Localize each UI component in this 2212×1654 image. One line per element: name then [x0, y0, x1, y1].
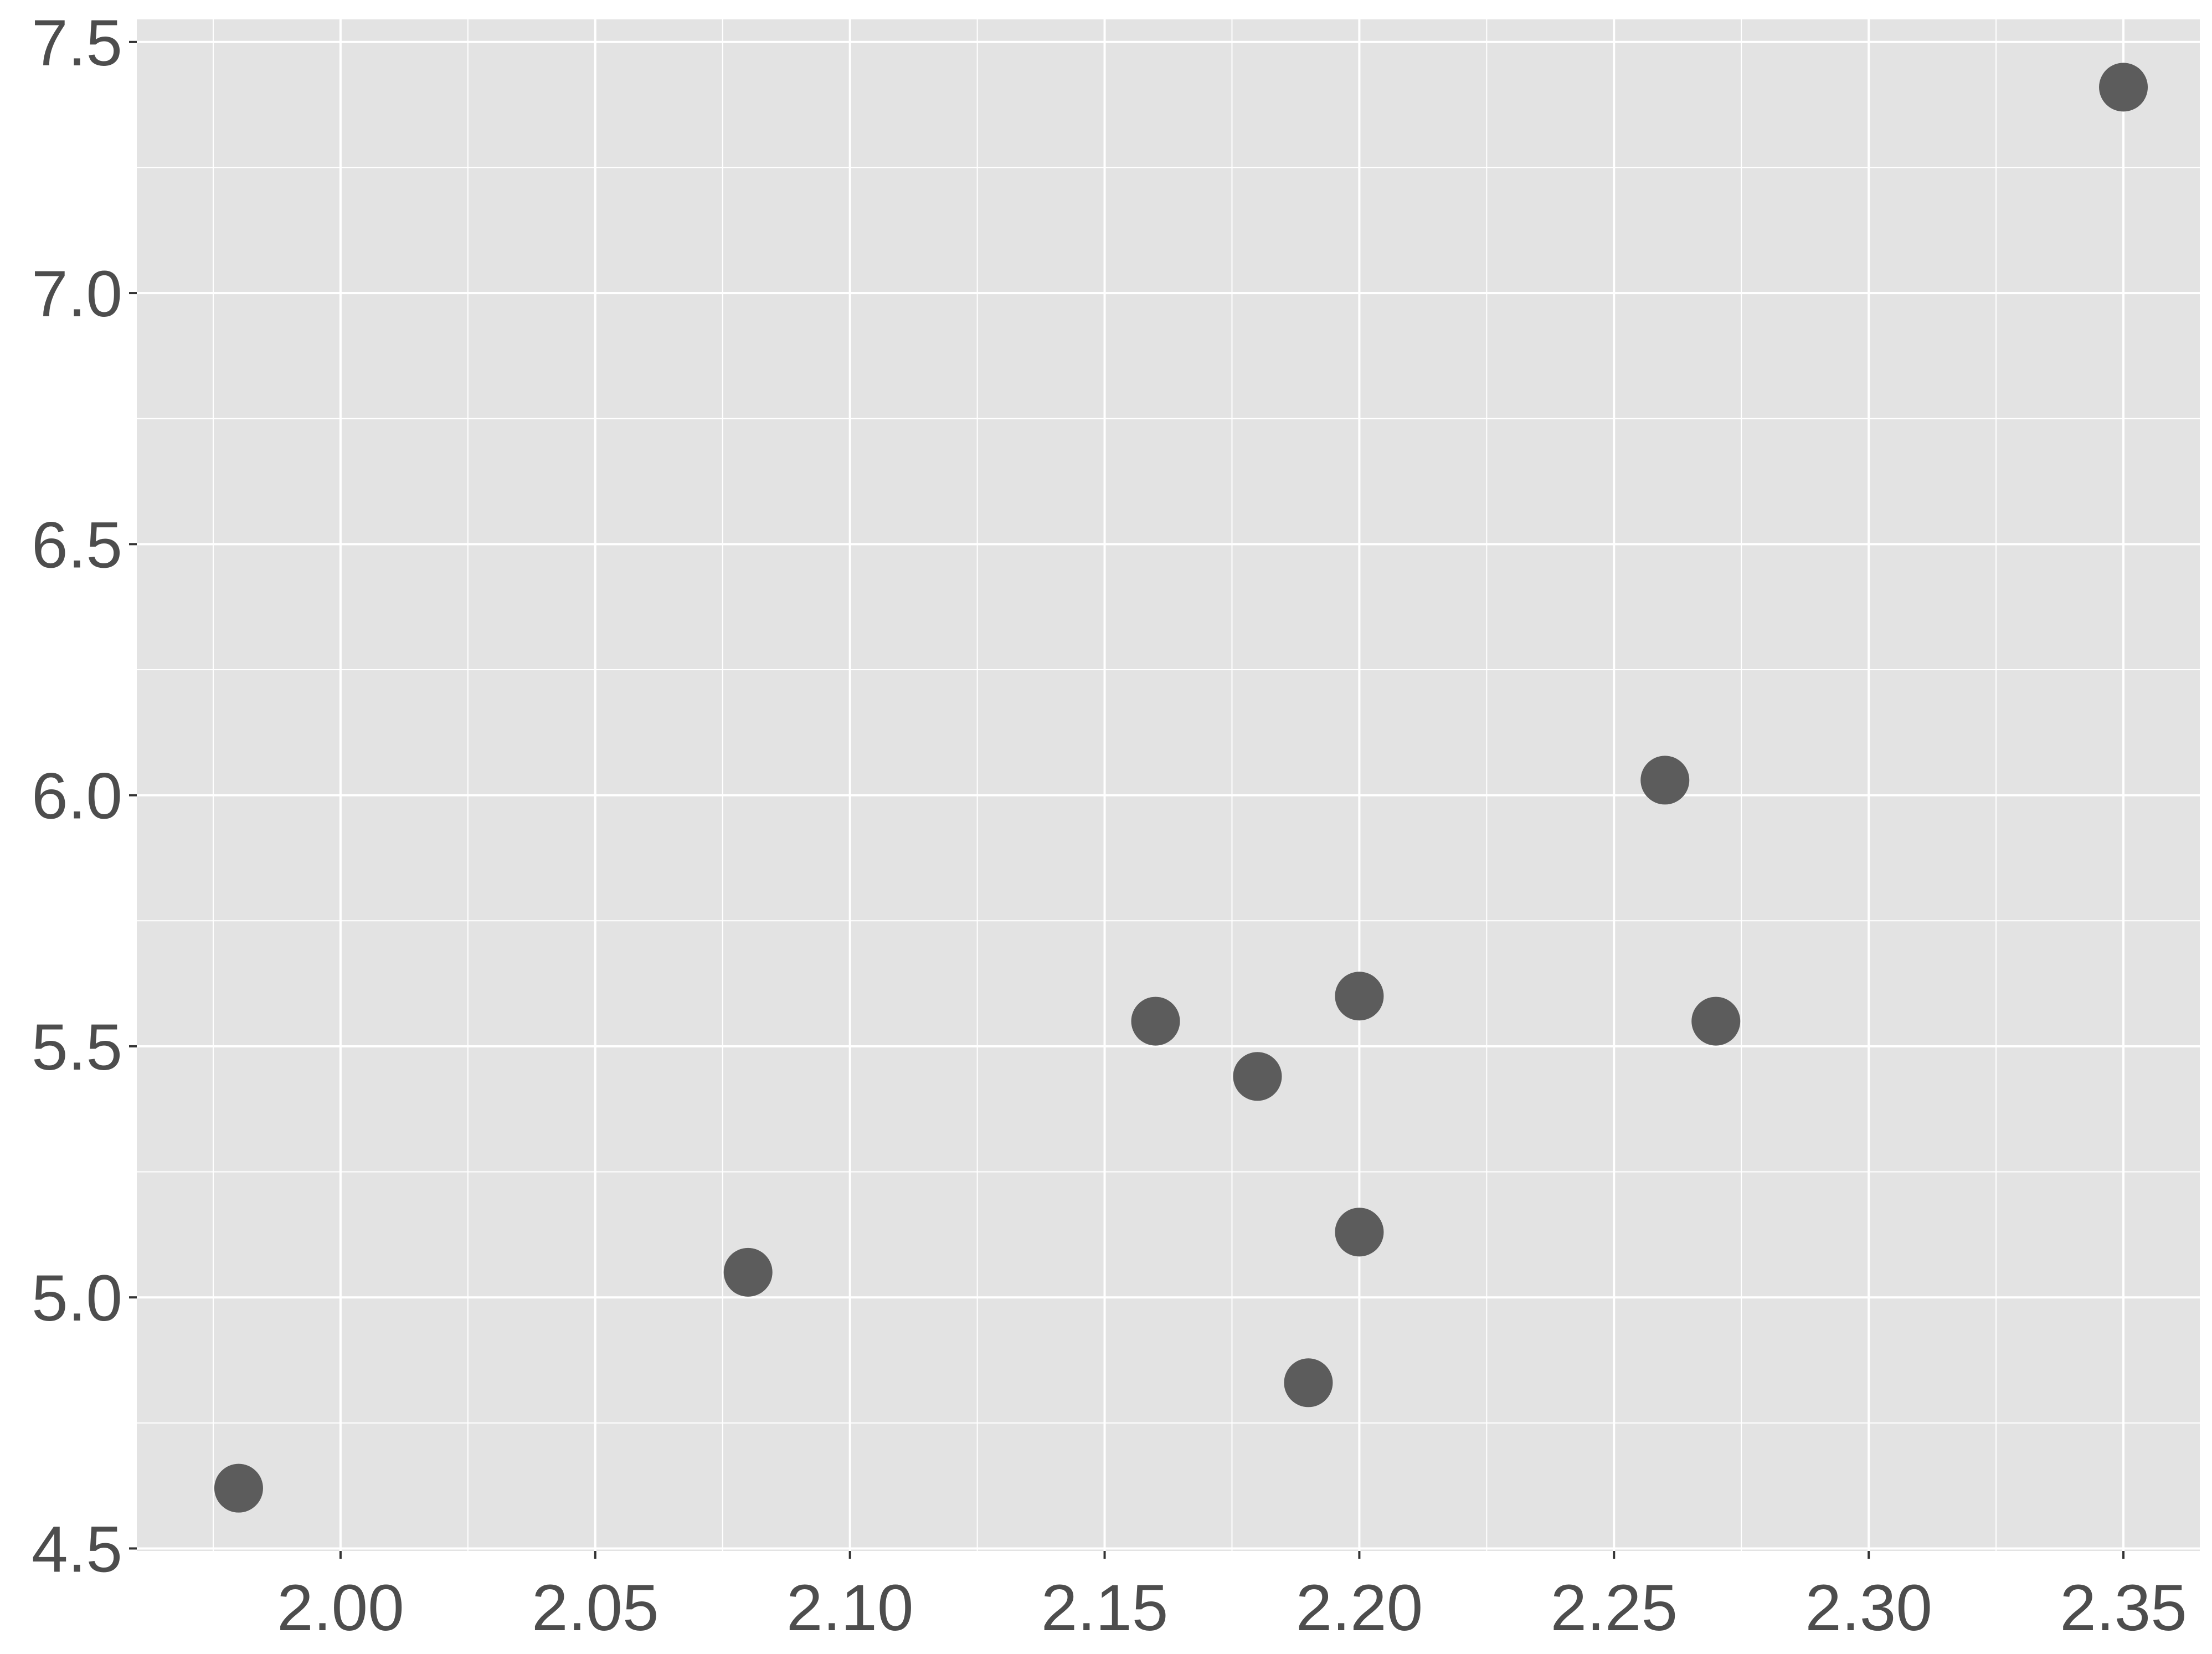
- x-tick-label: 2.00: [277, 1571, 404, 1645]
- x-tick-label: 2.05: [532, 1571, 659, 1645]
- y-tick-label: 7.5: [32, 7, 122, 80]
- scatter-point: [1335, 1208, 1384, 1257]
- scatter-point: [1284, 1358, 1333, 1408]
- axis-ticks: [129, 40, 2125, 1559]
- scatter-point: [1640, 756, 1690, 805]
- scatter-point: [1335, 972, 1384, 1021]
- plot-panel: [137, 19, 2200, 1551]
- y-tick-label: 5.5: [32, 1011, 122, 1084]
- y-tick-label: 6.5: [32, 508, 122, 582]
- x-tick-label: 2.15: [1041, 1571, 1169, 1645]
- x-tick-label: 2.10: [786, 1571, 914, 1645]
- scatter-point: [723, 1247, 773, 1297]
- tick-labels: 2.00 2.05 2.10 2.15 2.20 2.25 2.30 2.35 4.5 5.0 5.…: [32, 7, 2187, 1645]
- y-tick-label: 6.0: [32, 760, 122, 833]
- scatter-point: [1691, 996, 1741, 1046]
- y-tick-label: 7.0: [32, 258, 122, 331]
- data-points: [214, 63, 2148, 1513]
- x-tick-label: 2.30: [1805, 1571, 1932, 1645]
- scatter-point: [1131, 996, 1180, 1046]
- y-tick-label: 5.0: [32, 1262, 122, 1335]
- scatter-point: [1233, 1052, 1282, 1101]
- grid-lines: [137, 19, 2200, 1551]
- scatter-point: [214, 1463, 263, 1513]
- x-tick-label: 2.25: [1550, 1571, 1678, 1645]
- x-tick-label: 2.20: [1296, 1571, 1423, 1645]
- y-tick-label: 4.5: [32, 1513, 122, 1586]
- x-tick-label: 2.35: [2060, 1571, 2187, 1645]
- scatter-point: [2099, 63, 2148, 112]
